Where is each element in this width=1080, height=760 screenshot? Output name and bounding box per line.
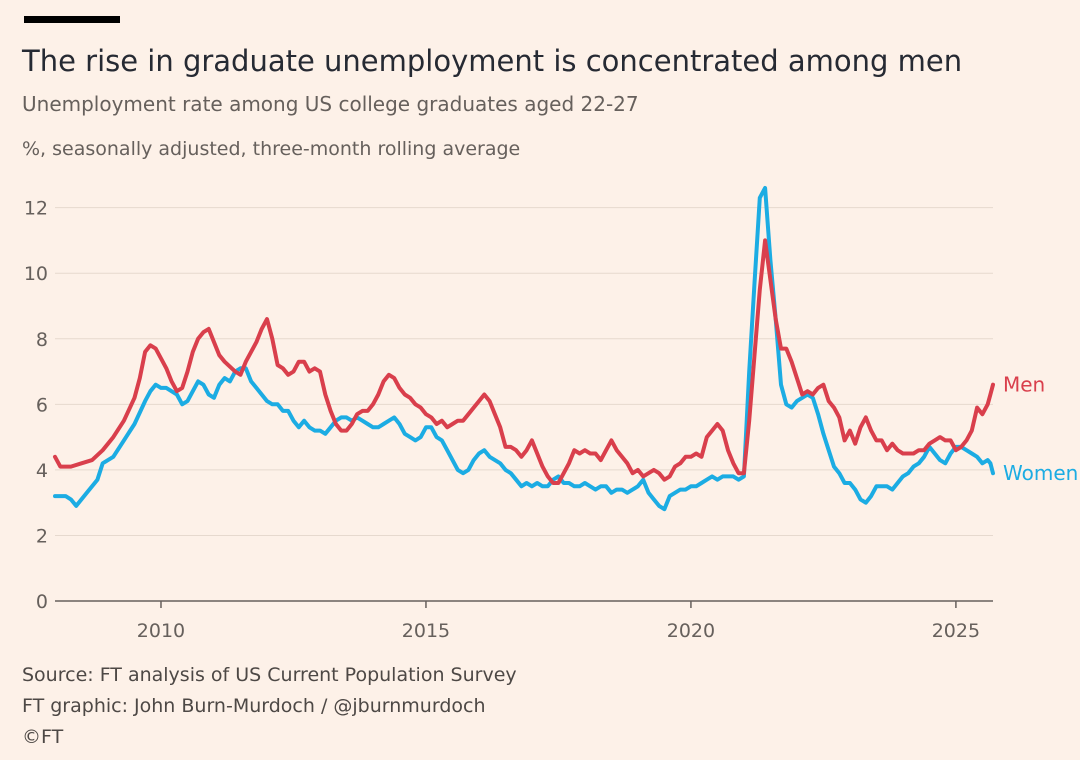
y-tick-label-4: 4 bbox=[36, 460, 48, 482]
series-line-men bbox=[53, 238, 995, 485]
y-tick-label-6: 6 bbox=[36, 394, 48, 416]
chart-title: The rise in graduate unemployment is con… bbox=[22, 44, 963, 78]
x-tick-label-2010: 2010 bbox=[137, 620, 185, 642]
x-tick-label-2015: 2015 bbox=[402, 620, 450, 642]
source-note: Source: FT analysis of US Current Popula… bbox=[22, 664, 517, 686]
chart-subtitle: Unemployment rate among US college gradu… bbox=[22, 92, 639, 116]
x-tick-label-2020: 2020 bbox=[667, 620, 715, 642]
x-tick-label-2025: 2025 bbox=[932, 620, 980, 642]
y-tick-label-10: 10 bbox=[24, 263, 48, 285]
y-tick-label-12: 12 bbox=[24, 198, 48, 220]
series-label-men: Men bbox=[1003, 373, 1045, 397]
copyright: ©FT bbox=[22, 726, 64, 748]
ft-top-bar bbox=[24, 16, 120, 23]
chart-units-note: %, seasonally adjusted, three-month roll… bbox=[22, 138, 521, 160]
y-tick-label-0: 0 bbox=[36, 591, 48, 613]
line-chart: 0 2 4 6 8 10 12 2010 2015 2020 2025 Men Women bbox=[24, 186, 1078, 642]
y-tick-label-8: 8 bbox=[36, 329, 48, 351]
graphic-credit: FT graphic: John Burn-Murdoch / @jburnmu… bbox=[22, 695, 486, 717]
series-line-women bbox=[53, 186, 995, 512]
y-tick-label-2: 2 bbox=[36, 525, 48, 547]
series-label-women: Women bbox=[1003, 461, 1078, 485]
